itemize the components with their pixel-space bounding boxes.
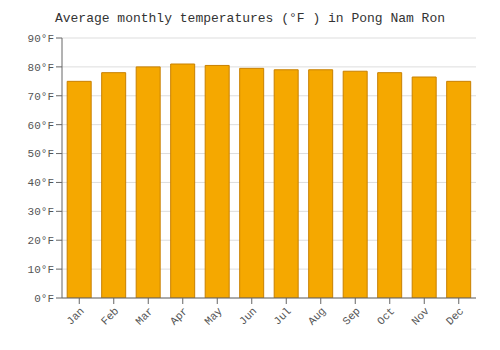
svg-text:Oct: Oct bbox=[375, 305, 397, 327]
svg-text:Feb: Feb bbox=[99, 305, 121, 327]
svg-text:Sep: Sep bbox=[340, 305, 362, 327]
svg-text:10°F: 10°F bbox=[28, 264, 54, 276]
svg-text:Jul: Jul bbox=[271, 305, 293, 327]
svg-text:May: May bbox=[202, 305, 225, 328]
svg-text:20°F: 20°F bbox=[28, 235, 54, 247]
svg-text:Jan: Jan bbox=[64, 305, 86, 327]
html-text:Average monthly temperatures (: Average monthly temperatures (°F ) in Po… bbox=[55, 11, 445, 26]
svg-text:0°F: 0°F bbox=[34, 293, 54, 305]
svg-text:Aug: Aug bbox=[306, 305, 328, 327]
svg-text:30°F: 30°F bbox=[28, 206, 54, 218]
svg-text:Apr: Apr bbox=[168, 305, 190, 327]
svg-text:70°F: 70°F bbox=[28, 91, 54, 103]
svg-text:40°F: 40°F bbox=[28, 177, 54, 189]
svg-text:60°F: 60°F bbox=[28, 120, 54, 132]
svg-text:Jun: Jun bbox=[237, 305, 259, 327]
svg-text:Nov: Nov bbox=[409, 305, 432, 328]
svg-text:Dec: Dec bbox=[444, 305, 466, 327]
svg-text:Mar: Mar bbox=[133, 305, 155, 327]
svg-text:50°F: 50°F bbox=[28, 148, 54, 160]
svg-text:80°F: 80°F bbox=[28, 62, 54, 74]
svg-text:90°F: 90°F bbox=[28, 33, 54, 45]
